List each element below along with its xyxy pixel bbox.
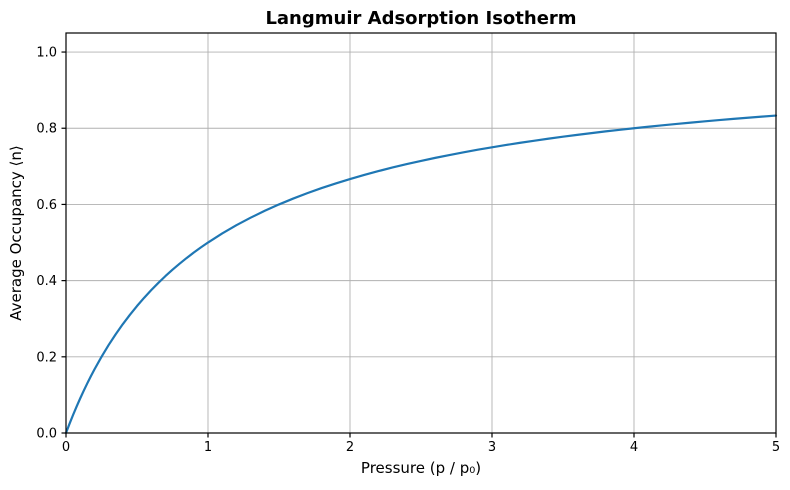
x-tick-label: 5 — [772, 440, 780, 455]
x-tick-label: 0 — [62, 440, 70, 455]
y-tick-label: 0.4 — [36, 274, 57, 289]
y-tick-label: 0.0 — [36, 427, 57, 442]
x-tick-label: 3 — [488, 440, 496, 455]
grid-lines — [65, 33, 777, 434]
x-axis-label: Pressure (p / p₀) — [361, 459, 481, 477]
y-axis-label: Average Occupancy ⟨n⟩ — [7, 145, 25, 321]
isotherm-curve — [64, 114, 778, 435]
x-tick-label: 2 — [346, 440, 354, 455]
chart-title: Langmuir Adsorption Isotherm — [265, 8, 576, 29]
y-tick-label: 1.0 — [36, 46, 57, 61]
plot-border — [65, 32, 777, 434]
y-tick-label: 0.8 — [36, 122, 57, 137]
tick-marks — [61, 51, 777, 438]
x-tick-label: 4 — [630, 440, 638, 455]
y-tick-label: 0.2 — [36, 350, 57, 365]
axes-spines — [65, 32, 777, 434]
curve-layer — [64, 114, 778, 435]
x-tick-label: 1 — [204, 440, 212, 455]
y-tick-label: 0.6 — [36, 198, 57, 213]
tick-labels: 0 1 2 3 4 5 0.0 0.2 0.4 0.6 0.8 1.0 — [36, 46, 780, 455]
